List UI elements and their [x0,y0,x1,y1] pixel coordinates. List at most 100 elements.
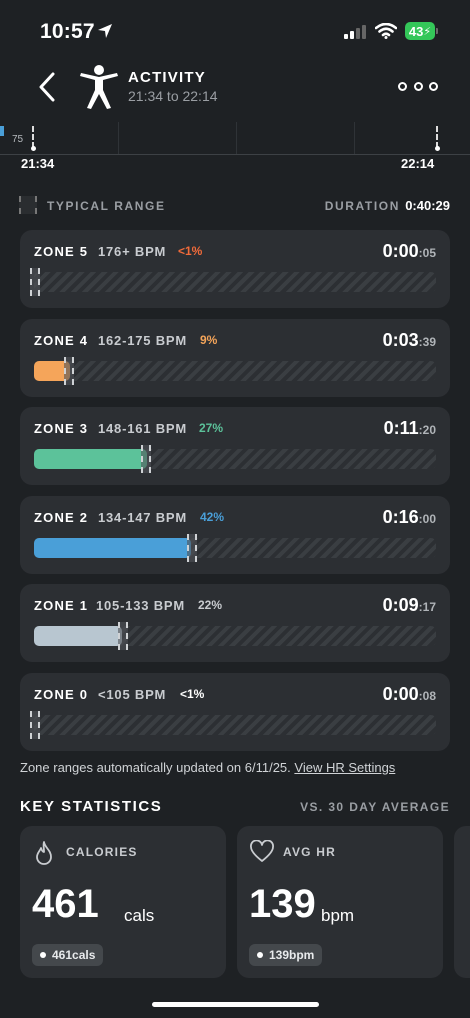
zone-time-seconds: :00 [418,512,436,526]
zone-time: 0:00:05 [383,241,436,262]
zone-progress-track [34,622,436,650]
avg-hr-value: 139 [249,882,316,926]
timeline-gridline [354,122,355,154]
zone-progress-fill [34,626,122,646]
timeline-end-label: 22:14 [401,156,435,171]
timeline-gridline [118,122,119,154]
timeline-axis [0,154,470,155]
zone-name: ZONE 0 [34,687,89,702]
home-indicator[interactable] [152,1002,319,1007]
zone-progress-fill [34,361,70,381]
zone-time-seconds: :17 [418,600,436,614]
zone-typical-range-marker [187,534,197,562]
zone-time-main: 0:11 [383,418,419,438]
zone-bpm-range: 105-133 BPM [96,598,186,613]
zone-update-text: Zone ranges automatically updated on 6/1… [20,760,295,775]
zone-time: 0:09:17 [383,595,436,616]
comparison-label: VS. 30 DAY AVERAGE [300,800,450,814]
battery-level: 43 [408,23,424,39]
back-button[interactable] [38,70,66,104]
wifi-icon [375,23,397,39]
zone-time-main: 0:00 [382,684,419,704]
zone-percentage: 9% [200,333,218,347]
calories-unit: cals [124,906,155,925]
more-dot-icon [429,81,438,91]
zone-progress-track [30,711,436,739]
zone-percentage: <1% [180,687,205,701]
activity-person-icon [80,65,118,109]
timeline-start-dot [31,146,36,151]
zone-bpm-range: <105 BPM [98,687,167,702]
duration-label: DURATION [324,199,400,213]
zone-typical-range-marker [118,622,128,650]
status-time: 10:57 [40,20,95,43]
flame-icon [36,841,52,865]
zone-progress-track [30,268,436,296]
heart-icon [250,840,274,862]
avg-hr-label: AVG HR [283,845,336,859]
duration-value: 0:40:29 [405,198,450,213]
zone-card-0[interactable]: ZONE 0 <105 BPM <1% 0:00:08 [20,673,450,751]
calories-card[interactable]: CALORIES 461 cals 461cals [20,826,226,978]
zone-progress-fill [34,538,191,558]
zone-card-4[interactable]: ZONE 4 162-175 BPM 9% 0:03:39 [20,319,450,397]
avg-hr-average-badge: 139bpm [249,944,323,966]
page-subtitle: 21:34 to 22:14 [128,88,218,104]
zone-time-seconds: :05 [418,246,436,260]
battery-indicator: 43 ⚡ [405,22,435,40]
zone-time: 0:03:39 [383,330,436,351]
next-stat-card-peek[interactable] [454,826,470,978]
zone-typical-range-marker [64,357,74,385]
zone-name: ZONE 3 [34,421,89,436]
zone-time-main: 0:00 [382,241,419,261]
zone-percentage: <1% [178,244,203,258]
avg-hr-card[interactable]: AVG HR 139 bpm 139bpm [237,826,443,978]
more-options-button[interactable] [398,78,438,94]
zone-percentage: 42% [200,510,225,524]
zone-card-3[interactable]: ZONE 3 148-161 BPM 27% 0:11:20 [20,407,450,485]
zone-percentage: 22% [198,598,223,612]
zone-name: ZONE 2 [34,510,89,525]
calories-label: CALORIES [66,845,138,859]
zone-time-seconds: :20 [418,423,436,437]
timeline-start-marker [32,126,34,148]
range-legend-row: TYPICAL RANGE DURATION 0:40:29 [0,196,470,216]
zone-time-main: 0:03 [382,330,419,350]
zone-typical-range-marker [30,268,40,296]
view-hr-settings-link[interactable]: View HR Settings [294,760,396,775]
calories-value: 461 [32,882,99,926]
zone-bpm-range: 134-147 BPM [98,510,188,525]
timeline-start-label: 21:34 [21,156,55,171]
key-statistics-title: KEY STATISTICS [20,798,163,815]
avg-hr-unit: bpm [321,906,355,925]
zone-update-note: Zone ranges automatically updated on 6/1… [20,760,395,775]
cellular-signal-icon [344,25,366,39]
zone-time-main: 0:16 [382,507,419,527]
timeline-y-label: 75 [12,134,24,145]
charging-bolt-icon: ⚡ [423,25,432,38]
timeline-end-marker [436,126,438,148]
zone-percentage: 27% [199,421,224,435]
header: ACTIVITY 21:34 to 22:14 [0,60,470,120]
timeline-gridline [236,122,237,154]
zone-name: ZONE 4 [34,333,89,348]
status-bar: 10:57 43 ⚡ [0,0,470,60]
zone-typical-range-marker [30,711,40,739]
zone-time: 0:00:08 [383,684,436,705]
zone-time-seconds: :08 [418,689,436,703]
zone-progress-track [34,534,436,562]
calories-average-badge: 461cals [32,944,104,966]
zone-time: 0:16:00 [383,507,436,528]
zone-card-5[interactable]: ZONE 5 176+ BPM <1% 0:00:05 [20,230,450,308]
zone-card-2[interactable]: ZONE 2 134-147 BPM 42% 0:16:00 [20,496,450,574]
zone-time: 0:11:20 [384,418,436,439]
zone-time-seconds: :39 [418,335,436,349]
zone-progress-track [34,357,436,385]
zone-progress-track [34,445,436,473]
more-dot-icon [398,81,407,91]
heart-rate-timeline[interactable]: 75 21:34 22:14 [0,122,470,178]
zone-card-1[interactable]: ZONE 1 105-133 BPM 22% 0:09:17 [20,584,450,662]
zone-time-main: 0:09 [382,595,419,615]
zone-name: ZONE 1 [34,598,89,613]
typical-range-icon [19,196,37,214]
